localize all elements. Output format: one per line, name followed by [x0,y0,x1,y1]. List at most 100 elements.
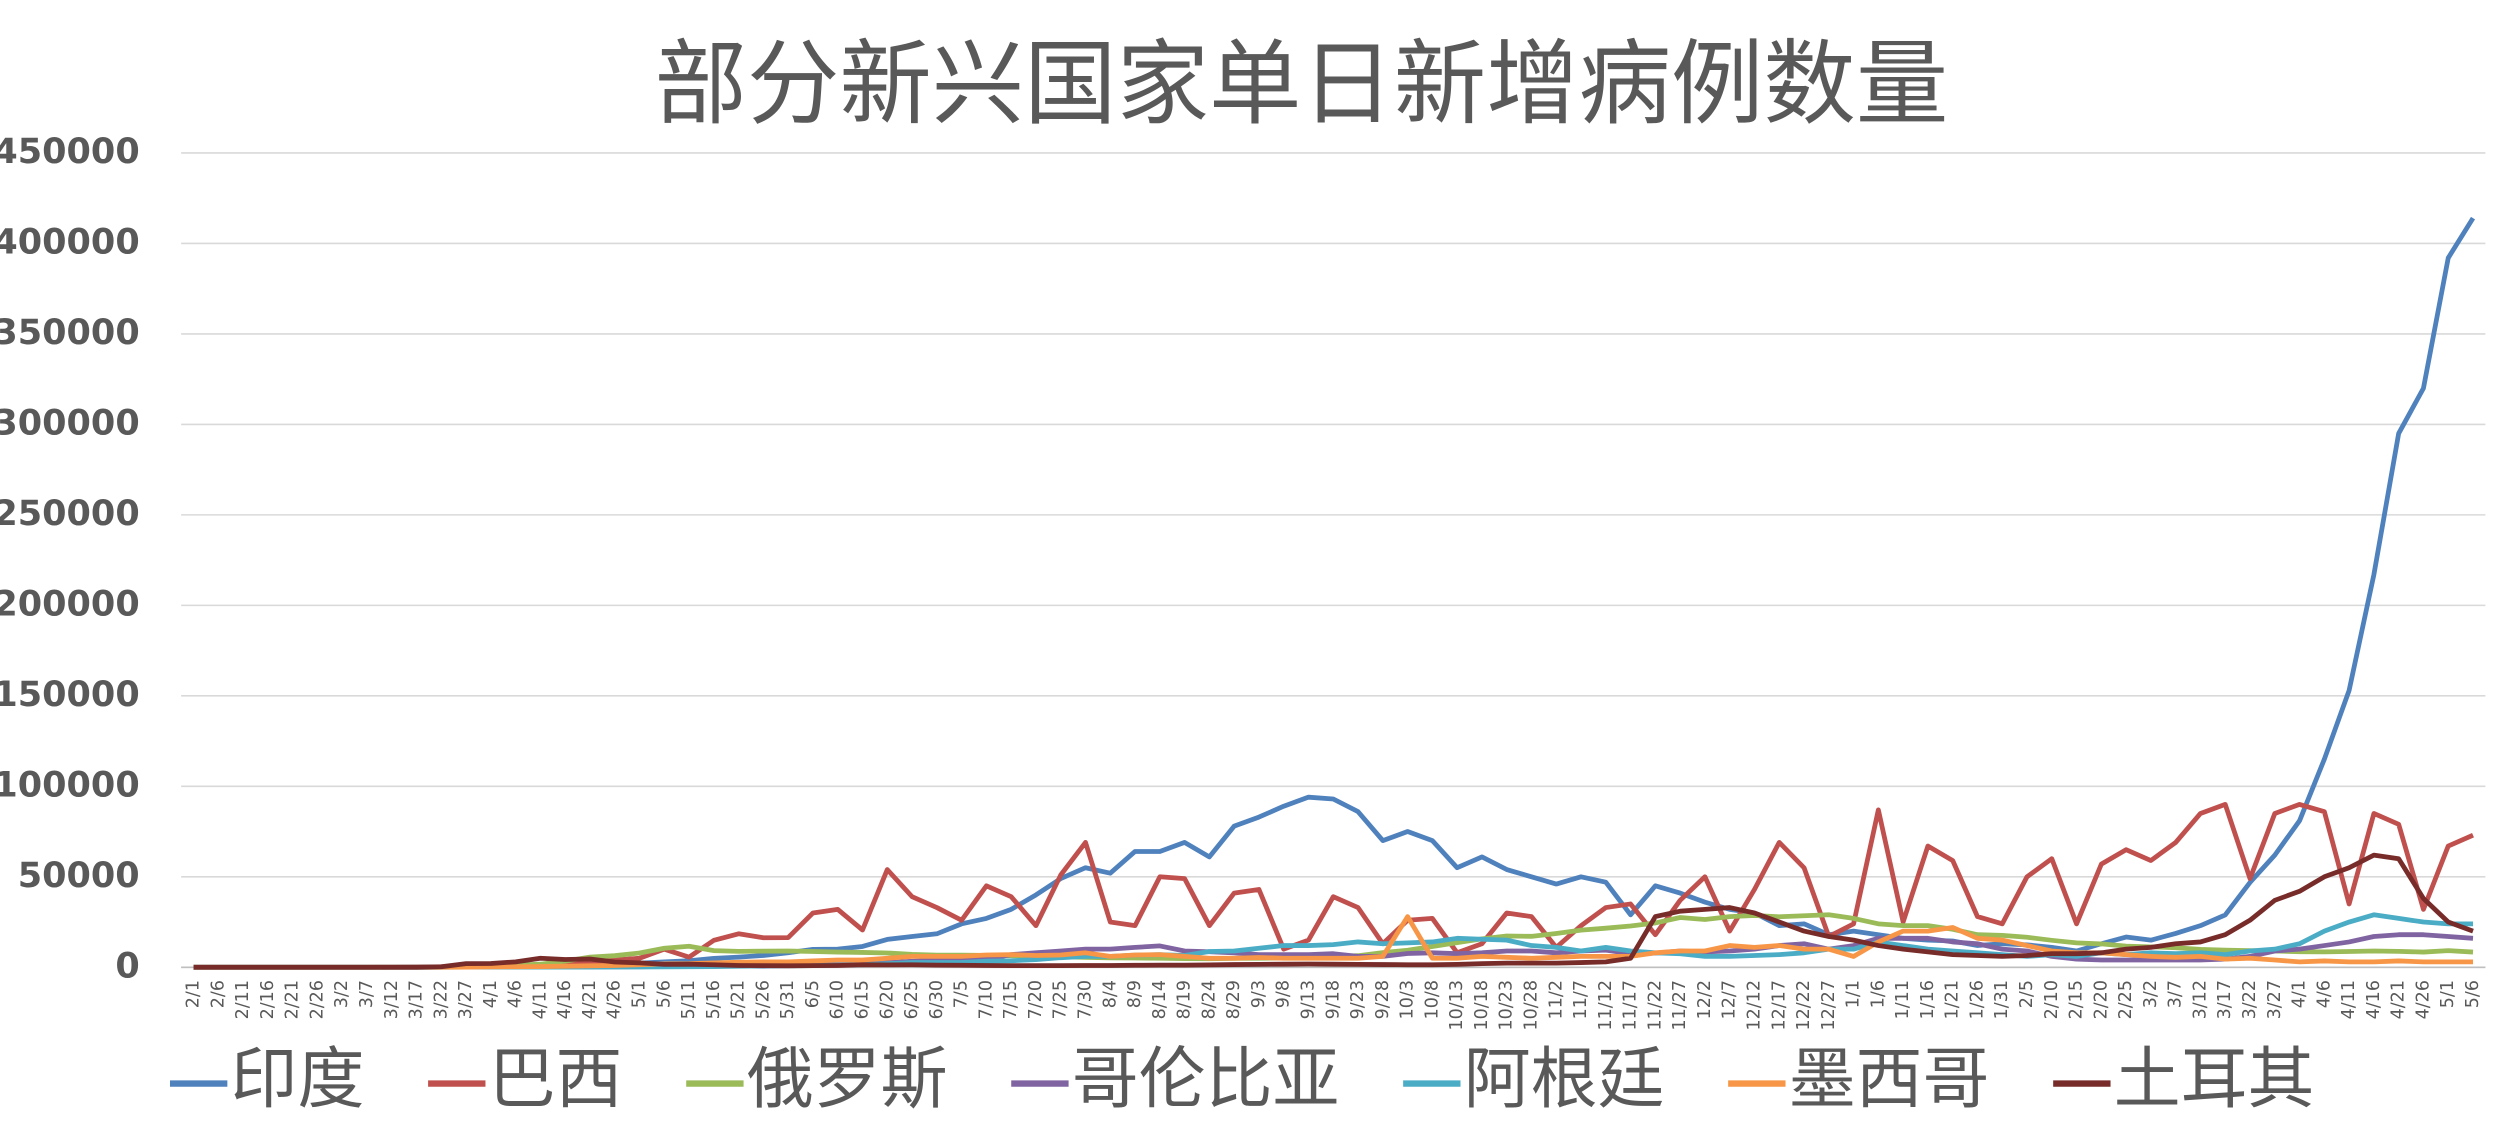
x-tick-label: 4/16 [555,980,575,1019]
x-tick-label: 6/20 [877,980,897,1019]
x-tick-label: 8/24 [1199,980,1219,1019]
x-tick-label: 1/31 [1992,980,2012,1019]
x-tick-label: 1/26 [1967,980,1987,1019]
x-tick-label: 8/19 [1175,980,1195,1019]
x-tick-label: 4/1 [2290,980,2310,1008]
x-tick-label: 11/12 [1596,980,1616,1030]
x-tick-label: 3/27 [456,980,476,1019]
x-tick-label: 2/20 [2091,980,2111,1019]
y-tick-label: 300000 [0,402,140,443]
x-tick-label: 9/18 [1323,980,1343,1019]
x-tick-label: 4/11 [2339,980,2359,1019]
y-tick-label: 100000 [0,764,140,805]
x-tick-label: 6/30 [927,980,947,1019]
x-tick-label: 5/26 [753,980,773,1019]
x-tick-label: 4/11 [530,980,550,1019]
x-tick-label: 12/12 [1744,980,1764,1030]
x-tick-label: 12/22 [1794,980,1814,1030]
grid: 0 50000 100000 150000 200000 250000 300000 3500… [0,131,2486,1031]
x-tick-label: 2/26 [307,980,327,1019]
series-line [193,216,2476,970]
x-tick-label: 7/30 [1076,980,1096,1019]
x-tick-label: 2/25 [2116,980,2136,1019]
legend-label: 印度 [231,1040,365,1118]
y-tick-label: 150000 [0,674,140,715]
x-tick-label: 1/6 [1868,980,1888,1008]
x-tick-label: 3/2 [2141,980,2161,1008]
chart-title: 部分新兴国家单日新增病例数量 [655,30,1949,138]
x-tick-label: 8/14 [1150,980,1170,1019]
x-tick-label: 4/6 [506,980,526,1008]
x-tick-label: 4/26 [2413,980,2433,1019]
x-tick-label: 11/2 [1546,980,1566,1019]
series-line [193,802,2474,970]
y-tick-label: 250000 [0,493,140,534]
x-tick-label: 1/1 [1844,980,1864,1008]
x-tick-label: 2/11 [233,980,253,1019]
x-tick-label: 5/1 [630,980,650,1008]
x-tick-label: 7/10 [976,980,996,1019]
x-tick-label: 3/12 [2190,980,2210,1019]
x-tick-label: 6/25 [902,980,922,1019]
x-tick-label: 6/15 [853,980,873,1019]
y-tick-label: 450000 [0,131,140,172]
y-tick-label: 200000 [0,583,140,624]
x-tick-label: 10/18 [1472,980,1492,1030]
legend-label: 土耳其 [2114,1040,2315,1118]
x-tick-label: 8/29 [1224,980,1244,1019]
x-tick-label: 6/10 [828,980,848,1019]
x-tick-label: 3/7 [357,980,377,1008]
y-tick-label: 0 [115,945,139,986]
x-tick-label: 4/6 [2314,980,2334,1008]
legend-label: 阿根廷 [1464,1040,1665,1118]
x-tick-label: 5/31 [778,980,798,1019]
x-tick-label: 11/17 [1621,980,1641,1030]
y-tick-label: 50000 [18,855,140,896]
x-tick-label: 7/25 [1051,980,1071,1019]
x-tick-label: 12/2 [1695,980,1715,1019]
x-tick-label: 2/15 [2067,980,2087,1019]
x-tick-label: 10/3 [1398,980,1418,1019]
x-tick-label: 5/11 [679,980,699,1019]
x-tick-label: 4/21 [580,980,600,1019]
x-tick-label: 8/4 [1100,980,1120,1008]
x-tick-label: 9/3 [1249,980,1269,1008]
x-tick-label: 3/22 [2240,980,2260,1019]
x-tick-label: 2/21 [283,980,303,1019]
x-tick-label: 5/6 [654,980,674,1008]
x-tick-label: 7/20 [1026,980,1046,1019]
x-tick-label: 7/15 [1001,980,1021,1019]
x-tick-label: 10/28 [1521,980,1541,1030]
x-tick-label: 12/17 [1769,980,1789,1030]
plot-area [193,216,2476,970]
x-tick-label: 4/21 [2389,980,2409,1019]
x-tick-label: 7/5 [952,980,972,1008]
x-tick-label: 2/1 [184,980,204,1008]
legend: 印度 巴西 俄罗斯 哥伦比亚 阿根廷 墨西哥 土耳其 [169,1040,2315,1118]
x-tick-label: 4/26 [605,980,625,1019]
x-tick-label: 1/21 [1943,980,1963,1019]
x-tick-label: 4/16 [2364,980,2384,1019]
x-tick-label: 3/12 [382,980,402,1019]
x-tick-label: 8/9 [1125,980,1145,1008]
x-tick-label: 2/5 [2017,980,2037,1008]
x-tick-label: 3/22 [431,980,451,1019]
x-tick-label: 5/1 [2438,980,2458,1008]
x-tick-label: 9/8 [1274,980,1294,1008]
legend-label: 巴西 [489,1040,623,1118]
x-tick-label: 2/16 [258,980,278,1019]
x-tick-label: 2/6 [208,980,228,1008]
x-tick-label: 11/7 [1571,980,1591,1019]
x-tick-label: 10/13 [1447,980,1467,1030]
legend-label: 哥伦比亚 [1072,1040,1340,1118]
x-tick-label: 1/11 [1893,980,1913,1019]
y-tick-label: 350000 [0,312,140,353]
x-tick-label: 12/27 [1819,980,1839,1030]
x-tick-label: 5/21 [729,980,749,1019]
x-tick-label: 11/27 [1670,980,1690,1030]
x-tick-label: 12/7 [1720,980,1740,1019]
x-tick-label: 11/22 [1645,980,1665,1030]
x-tick-label: 3/2 [332,980,352,1008]
x-tick-label: 10/8 [1422,980,1442,1019]
